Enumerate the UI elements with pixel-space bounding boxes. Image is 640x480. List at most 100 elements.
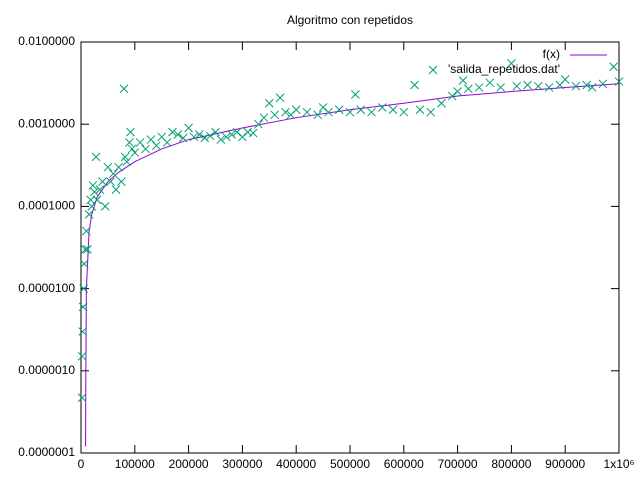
data-point bbox=[399, 107, 409, 117]
data-point bbox=[77, 351, 87, 361]
data-point bbox=[135, 138, 145, 147]
data-point bbox=[141, 144, 150, 154]
data-point bbox=[120, 152, 130, 162]
data-point bbox=[168, 127, 177, 137]
x-tick-label: 200000 bbox=[169, 457, 209, 471]
data-point bbox=[227, 130, 236, 139]
data-point bbox=[313, 110, 323, 120]
data-point bbox=[345, 107, 355, 117]
data-point bbox=[464, 84, 473, 94]
data-point bbox=[173, 130, 183, 139]
data-point bbox=[447, 91, 457, 101]
data-point bbox=[334, 105, 344, 115]
y-tick-label: 0.0000010 bbox=[18, 363, 75, 377]
data-point bbox=[614, 77, 624, 86]
data-point bbox=[122, 157, 132, 167]
data-point bbox=[474, 83, 484, 92]
data-point bbox=[458, 76, 468, 85]
data-point bbox=[91, 152, 101, 162]
y-tick-label: 0.0000001 bbox=[18, 445, 75, 459]
data-point bbox=[205, 131, 215, 141]
data-point bbox=[291, 105, 301, 115]
chart-title: Algoritmo con repetidos bbox=[287, 13, 413, 27]
legend-swatch bbox=[428, 65, 438, 75]
data-point bbox=[111, 185, 121, 194]
data-point bbox=[351, 90, 360, 99]
data-point bbox=[437, 98, 446, 108]
data-point bbox=[453, 87, 462, 96]
x-tick-label: 1x10⁶ bbox=[604, 457, 635, 471]
data-point bbox=[92, 195, 102, 205]
data-point bbox=[78, 302, 88, 312]
data-point bbox=[248, 128, 258, 138]
data-point bbox=[178, 133, 188, 143]
fx-line bbox=[85, 83, 620, 447]
data-point bbox=[259, 113, 269, 123]
data-point bbox=[200, 133, 210, 143]
data-point bbox=[84, 210, 94, 219]
data-point bbox=[82, 226, 91, 236]
data-point bbox=[264, 98, 274, 108]
data-point bbox=[211, 127, 220, 137]
data-point bbox=[587, 83, 597, 92]
data-point bbox=[114, 162, 124, 172]
y-tick-label: 0.0001000 bbox=[18, 199, 75, 213]
data-point bbox=[544, 83, 554, 92]
x-tick-label: 900000 bbox=[545, 457, 585, 471]
data-point bbox=[98, 177, 107, 187]
legend-label: 'salida_repetidos.dat' bbox=[448, 62, 560, 76]
x-tick-label: 500000 bbox=[330, 457, 370, 471]
y-tick-label: 0.0000100 bbox=[18, 281, 75, 295]
x-tick-label: 0 bbox=[78, 457, 85, 471]
data-point bbox=[184, 123, 193, 133]
data-point bbox=[103, 162, 113, 172]
data-point bbox=[106, 177, 115, 187]
data-point bbox=[79, 284, 89, 293]
data-point bbox=[523, 80, 532, 90]
data-point bbox=[77, 393, 87, 403]
data-point bbox=[410, 80, 419, 90]
x-tick-label: 100000 bbox=[115, 457, 155, 471]
x-tick-label: 400000 bbox=[276, 457, 316, 471]
data-point bbox=[79, 259, 89, 269]
y-tick-label: 0.0010000 bbox=[18, 116, 75, 130]
data-point bbox=[485, 78, 495, 88]
x-tick-label: 800000 bbox=[491, 457, 531, 471]
y-tick-label: 0.0100000 bbox=[18, 34, 75, 48]
data-point bbox=[496, 83, 505, 92]
data-point bbox=[116, 177, 126, 187]
data-point bbox=[356, 105, 366, 115]
data-point bbox=[100, 202, 110, 211]
data-point bbox=[254, 119, 263, 129]
data-point bbox=[270, 110, 280, 120]
data-point bbox=[216, 135, 226, 144]
x-tick-label: 300000 bbox=[222, 457, 262, 471]
x-tick-label: 600000 bbox=[384, 457, 424, 471]
data-point bbox=[83, 245, 92, 254]
x-tick-label: 700000 bbox=[438, 457, 478, 471]
data-point bbox=[90, 187, 99, 197]
data-point bbox=[598, 79, 608, 89]
data-point bbox=[426, 107, 436, 117]
data-point bbox=[377, 103, 387, 112]
data-point bbox=[533, 81, 543, 91]
data-point bbox=[560, 75, 570, 84]
legend-label: f(x) bbox=[543, 47, 560, 61]
data-point bbox=[127, 144, 137, 154]
data-point bbox=[571, 81, 581, 91]
data-point bbox=[125, 138, 134, 147]
data-point bbox=[80, 245, 90, 254]
data-point bbox=[151, 141, 161, 150]
data-point bbox=[189, 132, 199, 142]
data-point bbox=[512, 81, 522, 91]
data-point bbox=[95, 185, 105, 194]
data-point bbox=[162, 138, 172, 147]
data-point bbox=[130, 148, 140, 158]
data-point bbox=[275, 93, 285, 103]
data-point bbox=[302, 107, 312, 117]
data-point bbox=[367, 107, 376, 117]
data-point bbox=[221, 132, 231, 142]
data-point bbox=[119, 84, 129, 94]
data-point bbox=[507, 58, 516, 68]
